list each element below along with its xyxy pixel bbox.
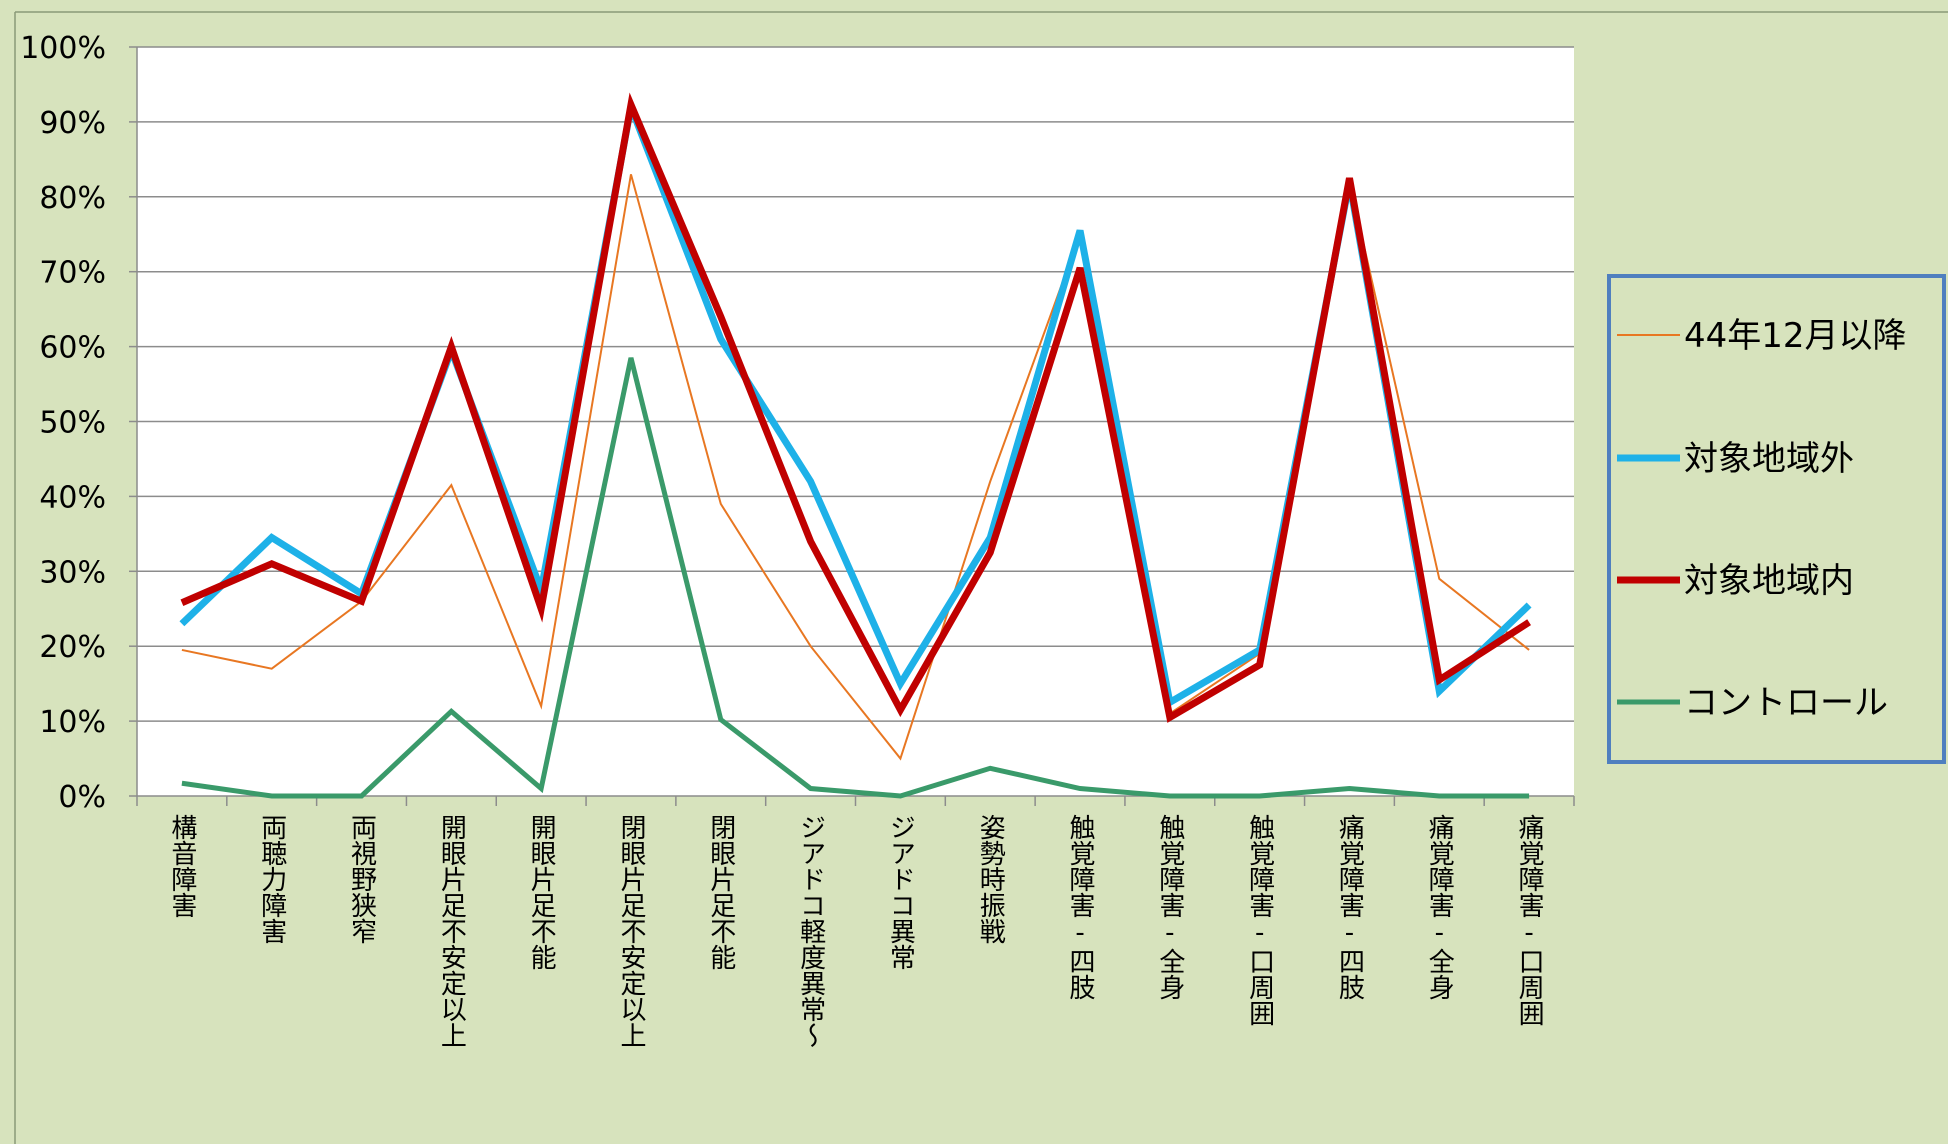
- legend-label: 対象地域内: [1684, 561, 1854, 601]
- x-tick-label: 閉眼片足不能: [706, 814, 736, 970]
- x-tick-label: 姿勢時振戦: [975, 814, 1005, 944]
- y-tick-label: 0%: [58, 780, 106, 815]
- x-tick-label: 痛覚障害-全身: [1424, 814, 1454, 1000]
- y-tick-label: 90%: [39, 106, 106, 141]
- legend-label: 対象地域外: [1684, 439, 1854, 479]
- x-tick-label: 痛覚障害-四肢: [1334, 814, 1364, 1000]
- y-tick-label: 100%: [20, 31, 106, 66]
- y-tick-label: 60%: [39, 331, 106, 366]
- y-tick-label: 70%: [39, 256, 106, 291]
- y-tick-label: 40%: [39, 480, 106, 515]
- x-tick-label: 触覚障害-口周囲: [1245, 814, 1275, 1026]
- x-tick-label: 開眼片足不安定以上: [436, 814, 466, 1048]
- x-tick-label: ジアドコ異常: [885, 814, 915, 970]
- x-tick-label: 開眼片足不能: [526, 814, 556, 970]
- y-tick-label: 50%: [39, 406, 106, 441]
- x-tick-label: 触覚障害-全身: [1155, 814, 1185, 1000]
- y-tick-label: 80%: [39, 181, 106, 216]
- series-line: [180, 92, 1531, 723]
- x-tick-label: 構音障害: [167, 814, 197, 918]
- y-tick-label: 20%: [39, 630, 106, 665]
- legend-label: 44年12月以降: [1684, 316, 1907, 356]
- legend-box: [1607, 274, 1946, 764]
- x-tick-label: 両視野狭窄: [347, 814, 377, 944]
- legend-label: コントロール: [1684, 683, 1888, 723]
- series-line: [181, 357, 1530, 799]
- y-tick-label: 30%: [39, 555, 106, 590]
- y-tick-label: 10%: [39, 705, 106, 740]
- x-tick-label: 触覚障害-四肢: [1065, 814, 1095, 1000]
- x-tick-label: 閉眼片足不安定以上: [616, 814, 646, 1048]
- x-tick-label: 両聴力障害: [257, 814, 287, 944]
- x-tick-label: ジアドコ軽度異常～: [796, 814, 826, 1048]
- x-tick-label: 痛覚障害-口周囲: [1514, 814, 1544, 1026]
